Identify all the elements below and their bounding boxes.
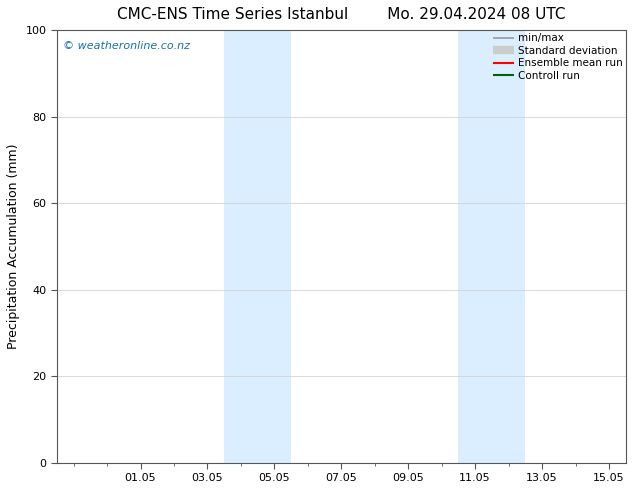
Text: © weatheronline.co.nz: © weatheronline.co.nz [63,41,190,51]
Bar [458,30,484,463]
Bar [484,30,526,463]
Legend: min/max, Standard deviation, Ensemble mean run, Controll run: min/max, Standard deviation, Ensemble me… [493,33,623,81]
Bar [224,30,257,463]
Y-axis label: Precipitation Accumulation (mm): Precipitation Accumulation (mm) [7,144,20,349]
Title: CMC-ENS Time Series Istanbul        Mo. 29.04.2024 08 UTC: CMC-ENS Time Series Istanbul Mo. 29.04.2… [117,7,566,22]
Bar [257,30,291,463]
